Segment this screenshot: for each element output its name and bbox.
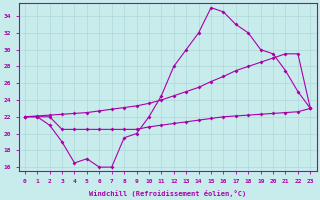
X-axis label: Windchill (Refroidissement éolien,°C): Windchill (Refroidissement éolien,°C) (89, 190, 246, 197)
